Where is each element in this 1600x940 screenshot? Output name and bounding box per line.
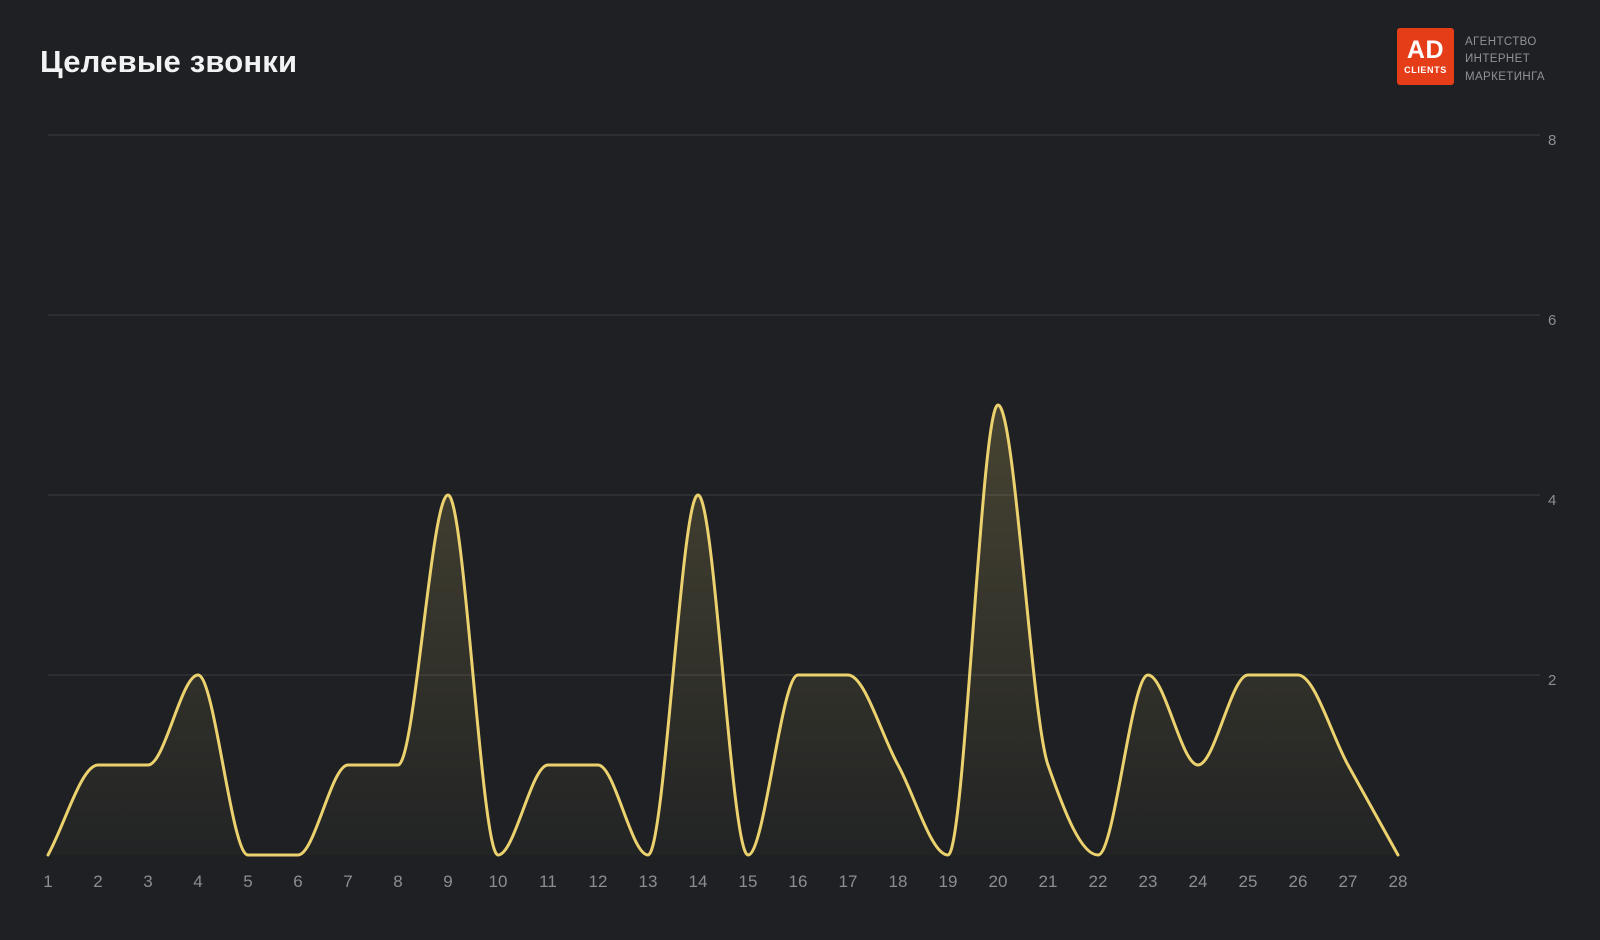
x-axis-label: 4 bbox=[193, 872, 202, 891]
x-axis-label: 7 bbox=[343, 872, 352, 891]
logo-text-clients: CLIENTS bbox=[1404, 65, 1447, 75]
x-axis-label: 12 bbox=[589, 872, 608, 891]
series-line bbox=[46, 403, 1400, 857]
brand-block: AD CLIENTS АГЕНТСТВО ИНТЕРНЕТ МАРКЕТИНГА bbox=[1396, 28, 1545, 86]
x-axis-label: 27 bbox=[1339, 872, 1358, 891]
x-axis-label: 6 bbox=[293, 872, 302, 891]
y-axis-label: 2 bbox=[1548, 672, 1556, 689]
adclients-logo: AD CLIENTS bbox=[1396, 28, 1454, 85]
x-axis-label: 26 bbox=[1289, 872, 1308, 891]
x-axis-label: 20 bbox=[989, 872, 1008, 891]
x-axis-label: 23 bbox=[1139, 872, 1158, 891]
x-axis-label: 28 bbox=[1389, 872, 1408, 891]
x-axis-label: 21 bbox=[1039, 872, 1058, 891]
x-axis-label: 15 bbox=[739, 872, 758, 891]
x-axis-label: 22 bbox=[1089, 872, 1108, 891]
x-axis-label: 1 bbox=[43, 872, 52, 891]
x-axis-label: 2 bbox=[93, 872, 102, 891]
x-axis-label: 16 bbox=[789, 872, 808, 891]
x-axis-label: 24 bbox=[1189, 872, 1208, 891]
page-title: Целевые звонки bbox=[40, 44, 298, 79]
x-axis-label: 10 bbox=[489, 872, 508, 891]
x-axis-label: 5 bbox=[243, 872, 252, 891]
tagline-line-2: ИНТЕРНЕТ bbox=[1464, 53, 1531, 66]
target-calls-line-chart: 2 4 6 8 1 2 3 4 5 6 7 8 9 10 11 12 13 14 15 16 17 18 19 20 21 22 2… bbox=[40, 110, 1590, 910]
x-axis-label: 17 bbox=[839, 872, 858, 891]
x-axis-label: 11 bbox=[539, 872, 557, 891]
logo-text-ad: AD bbox=[1406, 36, 1445, 64]
y-axis-label: 8 bbox=[1548, 132, 1556, 149]
x-axis-label: 14 bbox=[689, 872, 708, 891]
tagline-line-3: МАРКЕТИНГА bbox=[1464, 70, 1545, 83]
x-axis-label: 25 bbox=[1239, 872, 1258, 891]
x-axis-label: 3 bbox=[143, 872, 152, 891]
x-axis-label: 9 bbox=[443, 872, 452, 891]
x-axis-label: 13 bbox=[639, 872, 658, 891]
series-area bbox=[48, 405, 1398, 855]
tagline-line-1: АГЕНТСТВО bbox=[1464, 36, 1537, 48]
x-axis-label: 18 bbox=[889, 872, 908, 891]
y-axis-label: 4 bbox=[1548, 492, 1556, 509]
brand-tagline: АГЕНТСТВО ИНТЕРНЕТ МАРКЕТИНГА bbox=[1465, 28, 1545, 86]
x-axis-label: 8 bbox=[393, 872, 402, 891]
y-axis-label: 6 bbox=[1548, 312, 1556, 329]
x-axis-label: 19 bbox=[939, 872, 958, 891]
